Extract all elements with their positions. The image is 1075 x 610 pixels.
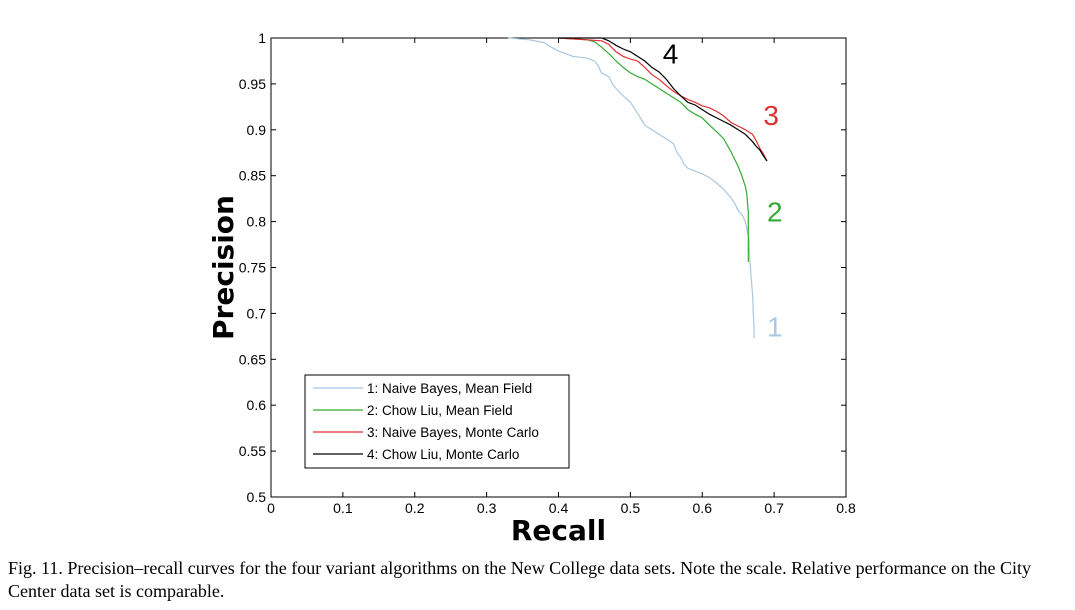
y-tick-label: 0.95 [239,76,266,92]
y-tick-label: 0.5 [247,489,267,505]
y-tick-label: 0.55 [239,443,266,459]
legend-box [304,374,570,469]
curve-label-1: 1 [767,311,783,342]
curve-label-4: 4 [663,39,679,70]
precision-recall-figure: 0 0.1 0.2 0.3 0.4 0.5 0.6 0.7 0.8 0.5 0.55 0.6 0.65 0… [207,30,856,547]
y-tick-label: 0.65 [239,351,266,367]
curve-label-2: 2 [767,197,783,228]
y-tick-label: 1 [258,30,266,46]
y-tick-label: 0.7 [247,305,267,321]
x-tick-label: 0.8 [836,500,856,516]
x-tick-label: 0.7 [764,500,784,516]
figure-caption: Fig. 11. Precision–recall curves for the… [8,558,1032,601]
curve-label-3: 3 [763,100,779,131]
x-tick-label: 0.1 [333,500,353,516]
x-tick-label: 0.5 [621,500,641,516]
x-axis-title: Recall [511,514,606,547]
x-tick-label: 0.2 [405,500,425,516]
x-tick-label: 0.4 [549,500,569,516]
y-axis-title: Precision [207,195,240,340]
x-tick-label: 0.3 [477,500,497,516]
chart: 0 0.1 0.2 0.3 0.4 0.5 0.6 0.7 0.8 0.5 0.55 0.6 0.65 0… [207,30,856,547]
x-tick-label: 0.6 [693,500,713,516]
series-line-2 [558,37,749,262]
y-tick-label: 0.75 [239,260,266,276]
legend-entry-4: 4: Chow Liu, Monte Carlo [367,447,519,462]
series-line-4 [558,37,768,162]
series-line-1 [508,37,755,339]
legend-entry-1: 1: Naive Bayes, Mean Field [367,381,532,396]
y-tick-label: 0.6 [247,397,267,413]
legend-entry-3: 3: Naive Bayes, Monte Carlo [367,425,539,440]
legend-entry-2: 2: Chow Liu, Mean Field [367,403,513,418]
y-tick-label: 0.9 [247,122,267,138]
y-tick-label: 0.85 [239,168,266,184]
x-tick-label: 0 [267,500,275,516]
y-tick-label: 0.8 [247,214,267,230]
